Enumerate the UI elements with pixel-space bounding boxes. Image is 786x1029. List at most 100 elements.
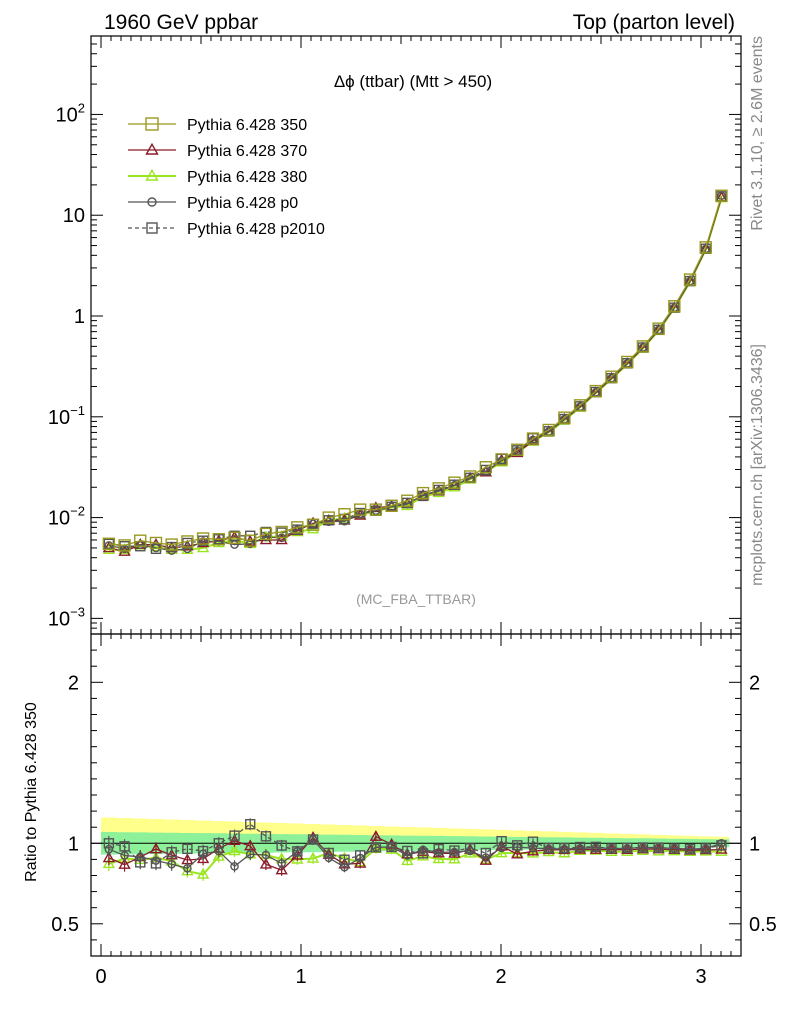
data-point-pythia-6-428-350 bbox=[495, 453, 508, 466]
series-line-pythia-6-428-350 bbox=[108, 195, 723, 547]
data-point-pythia-6-428-350 bbox=[102, 537, 116, 550]
data-point-pythia-6-428-350 bbox=[196, 532, 210, 545]
header-left: 1960 GeV ppbar bbox=[104, 11, 258, 34]
header-right: Top (parton level) bbox=[573, 11, 735, 34]
ratio-point-pythia-6-428-p2010 bbox=[622, 842, 633, 854]
data-point-pythia-6-428-350 bbox=[432, 482, 445, 495]
data-point-pythia-6-428-350 bbox=[275, 525, 288, 539]
series-line-pythia-6-428-370 bbox=[108, 197, 723, 553]
rivet-version-label: Rivet 3.1.10, ≥ 2.6M events bbox=[749, 36, 766, 231]
data-point-pythia-6-428-350 bbox=[668, 300, 681, 313]
ratio-point-pythia-6-428-380 bbox=[526, 846, 540, 858]
ratio-point-pythia-6-428-p2010 bbox=[402, 845, 413, 857]
data-point-pythia-6-428-350 bbox=[149, 536, 163, 550]
data-point-pythia-6-428-350 bbox=[385, 499, 398, 512]
ratio-point-pythia-6-428-p2010 bbox=[229, 830, 240, 841]
data-point-pythia-6-428-350 bbox=[715, 189, 728, 202]
ratio-point-pythia-6-428-p2010 bbox=[292, 846, 303, 857]
ratio-point-pythia-6-428-p2010 bbox=[480, 847, 492, 859]
ratio-point-pythia-6-428-p2010 bbox=[496, 835, 507, 847]
ratio-point-pythia-6-428-p2010 bbox=[370, 842, 382, 853]
y-tick-label: 1 bbox=[74, 306, 85, 328]
axis-ticks: 10−3 10−2 10−1 1 10 102 0 1 2 3 0.5 0.5 1 1 2 2 bbox=[48, 35, 777, 988]
ratio-point-pythia-6-428-p2010 bbox=[433, 843, 444, 855]
data-point-pythia-6-428-p2010 bbox=[292, 524, 303, 535]
ratio-point-pythia-6-428-p2010 bbox=[527, 836, 539, 847]
ratio-tick-label-right: 1 bbox=[749, 833, 760, 855]
y-tick-label: 10−1 bbox=[48, 403, 85, 429]
data-point-pythia-6-428-350 bbox=[259, 527, 273, 541]
ratio-point-pythia-6-428-370 bbox=[715, 842, 728, 854]
data-point-pythia-6-428-370 bbox=[369, 501, 383, 513]
ratio-point-pythia-6-428-370 bbox=[275, 863, 288, 875]
ratio-point-pythia-6-428-p2010 bbox=[716, 840, 727, 851]
series-line-pythia-6-428-p2010 bbox=[108, 196, 723, 550]
analysis-watermark: (MC_FBA_TTBAR) bbox=[356, 591, 476, 607]
data-point-pythia-6-428-350 bbox=[369, 503, 383, 516]
data-point-pythia-6-428-380 bbox=[149, 540, 163, 552]
data-point-pythia-6-428-370 bbox=[275, 533, 288, 545]
ratio-point-pythia-6-428-p0 bbox=[654, 843, 663, 852]
data-point-pythia-6-428-350 bbox=[212, 533, 226, 546]
ratio-point-pythia-6-428-p2010 bbox=[213, 838, 225, 849]
ratio-point-pythia-6-428-p2010 bbox=[245, 818, 256, 830]
ratio-tick-label-right: 0.5 bbox=[749, 914, 777, 936]
ratio-point-pythia-6-428-p2010 bbox=[512, 840, 523, 851]
ratio-point-pythia-6-428-370 bbox=[511, 847, 524, 859]
legend-label-pythia-6-428-380: Pythia 6.428 380 bbox=[187, 169, 307, 186]
ratio-point-pythia-6-428-p0 bbox=[183, 863, 192, 873]
ratio-point-pythia-6-428-p2010 bbox=[307, 834, 319, 845]
data-point-pythia-6-428-350 bbox=[228, 531, 241, 545]
data-point-pythia-6-428-350 bbox=[416, 486, 430, 500]
legend-marker-pythia-6-428-380 bbox=[145, 168, 159, 181]
ratio-point-pythia-6-428-p0 bbox=[230, 862, 239, 871]
data-point-pythia-6-428-350 bbox=[589, 384, 602, 398]
legend-label-pythia-6-428-350: Pythia 6.428 350 bbox=[187, 117, 307, 134]
ratio-point-pythia-6-428-p2010 bbox=[637, 842, 649, 853]
ratio-point-pythia-6-428-p2010 bbox=[590, 841, 601, 853]
ratio-point-pythia-6-428-p2010 bbox=[669, 843, 680, 854]
data-point-pythia-6-428-p2010 bbox=[402, 497, 413, 509]
ratio-point-pythia-6-428-p0 bbox=[261, 850, 271, 860]
ratio-point-pythia-6-428-380 bbox=[306, 851, 320, 863]
data-point-pythia-6-428-380 bbox=[338, 511, 351, 523]
y-tick-label: 102 bbox=[56, 100, 85, 126]
ratio-point-pythia-6-428-380 bbox=[432, 852, 445, 864]
data-point-pythia-6-428-350 bbox=[621, 355, 634, 369]
ratio-line-pythia-6-428-p2010 bbox=[108, 823, 722, 865]
ratio-point-pythia-6-428-p2010 bbox=[449, 845, 460, 856]
ratio-point-pythia-6-428-380 bbox=[448, 852, 461, 864]
ratio-point-pythia-6-428-p2010 bbox=[574, 841, 586, 853]
ratio-point-pythia-6-428-p0 bbox=[277, 859, 286, 868]
data-point-pythia-6-428-350 bbox=[463, 470, 477, 483]
data-point-pythia-6-428-350 bbox=[322, 511, 335, 524]
x-tick-label: 3 bbox=[695, 966, 706, 988]
x-tick-label: 2 bbox=[495, 966, 506, 988]
ratio-point-pythia-6-428-380 bbox=[715, 844, 728, 856]
legend-marker-pythia-6-428-p2010 bbox=[146, 222, 158, 234]
data-point-pythia-6-428-380 bbox=[165, 543, 178, 555]
data-point-pythia-6-428-350 bbox=[683, 273, 697, 286]
data-point-pythia-6-428-p2010 bbox=[354, 507, 366, 519]
data-point-pythia-6-428-p0 bbox=[638, 343, 648, 352]
main-series-group bbox=[102, 189, 728, 556]
data-point-pythia-6-428-350 bbox=[573, 399, 587, 412]
data-point-pythia-6-428-p0 bbox=[340, 516, 349, 526]
ratio-point-pythia-6-428-370 bbox=[149, 842, 163, 854]
ratio-point-pythia-6-428-p2010 bbox=[276, 840, 287, 851]
ratio-point-pythia-6-428-p2010 bbox=[464, 843, 476, 854]
ratio-tick-label-right: 2 bbox=[749, 672, 760, 694]
ratio-point-pythia-6-428-p2010 bbox=[700, 843, 711, 854]
mcplots-credit-label: mcplots.cern.ch [arXiv:1306.3436] bbox=[749, 344, 766, 586]
data-point-pythia-6-428-380 bbox=[118, 543, 131, 555]
ratio-point-pythia-6-428-p0 bbox=[245, 849, 255, 859]
y-tick-label: 10−2 bbox=[48, 504, 85, 530]
ratio-point-pythia-6-428-p2010 bbox=[339, 854, 350, 865]
ratio-point-pythia-6-428-p2010 bbox=[684, 843, 696, 855]
legend-label-pythia-6-428-p2010: Pythia 6.428 p2010 bbox=[187, 221, 325, 238]
data-point-pythia-6-428-p0 bbox=[654, 325, 663, 335]
ratio-point-pythia-6-428-370 bbox=[369, 829, 383, 841]
ratio-point-pythia-6-428-p2010 bbox=[417, 848, 429, 859]
